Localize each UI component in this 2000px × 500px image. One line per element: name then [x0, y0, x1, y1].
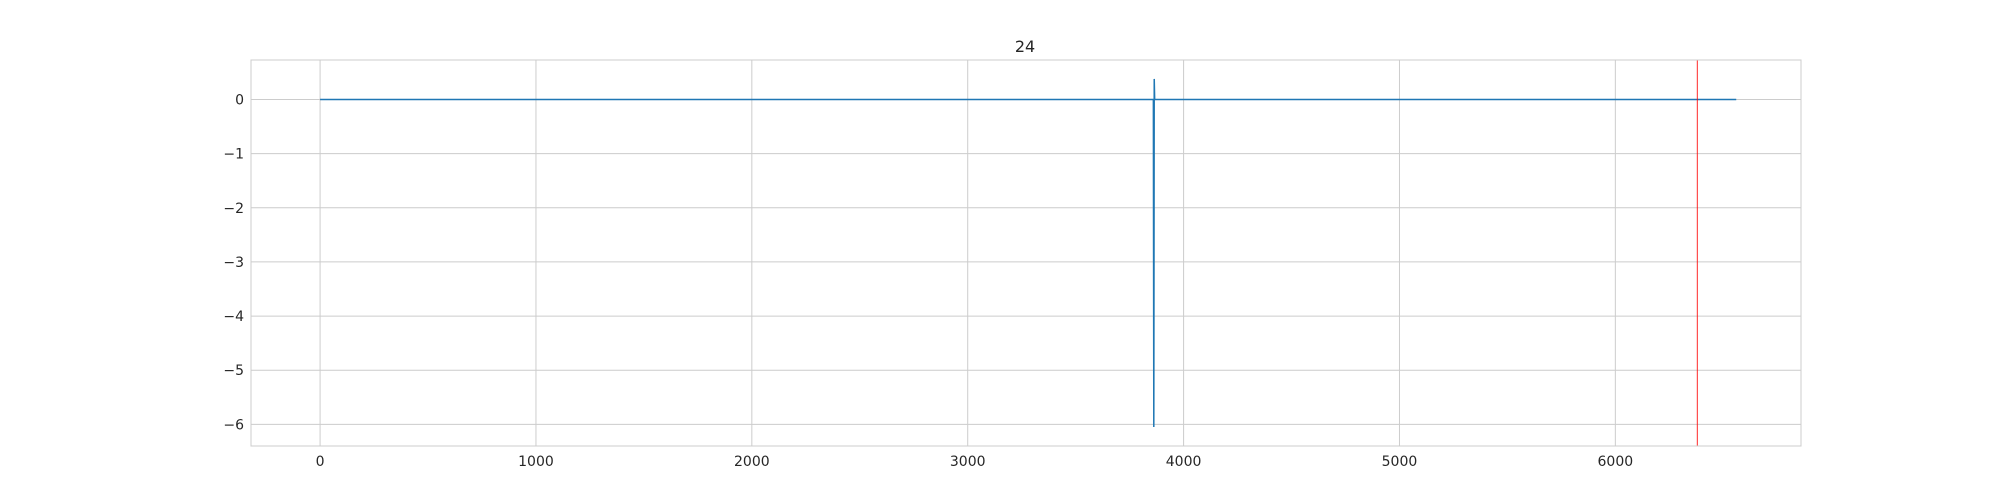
y-tick-label: 0 [235, 93, 244, 109]
plot-frame [250, 59, 1802, 447]
series-line [320, 78, 1737, 428]
grid [251, 60, 1801, 446]
x-axis-ticks: 0 1000 2000 3000 4000 5000 6000 [316, 454, 1634, 470]
y-tick-label: −2 [223, 201, 244, 217]
x-tick-label: 3000 [950, 454, 986, 470]
x-tick-label: 2000 [734, 454, 770, 470]
x-tick-label: 4000 [1166, 454, 1202, 470]
y-axis-ticks: 0 −1 −2 −3 −4 −5 −6 [223, 93, 244, 434]
y-tick-label: −5 [223, 363, 244, 379]
y-tick-label: −4 [223, 309, 244, 325]
chart-title: 24 [1015, 37, 1035, 56]
x-tick-label: 5000 [1382, 454, 1418, 470]
y-tick-label: −1 [223, 147, 244, 163]
x-tick-label: 6000 [1598, 454, 1634, 470]
x-tick-label: 0 [316, 454, 325, 470]
x-tick-label: 1000 [518, 454, 554, 470]
y-tick-label: −3 [223, 255, 244, 271]
y-tick-label: −6 [223, 417, 244, 433]
series-layer [320, 78, 1737, 428]
